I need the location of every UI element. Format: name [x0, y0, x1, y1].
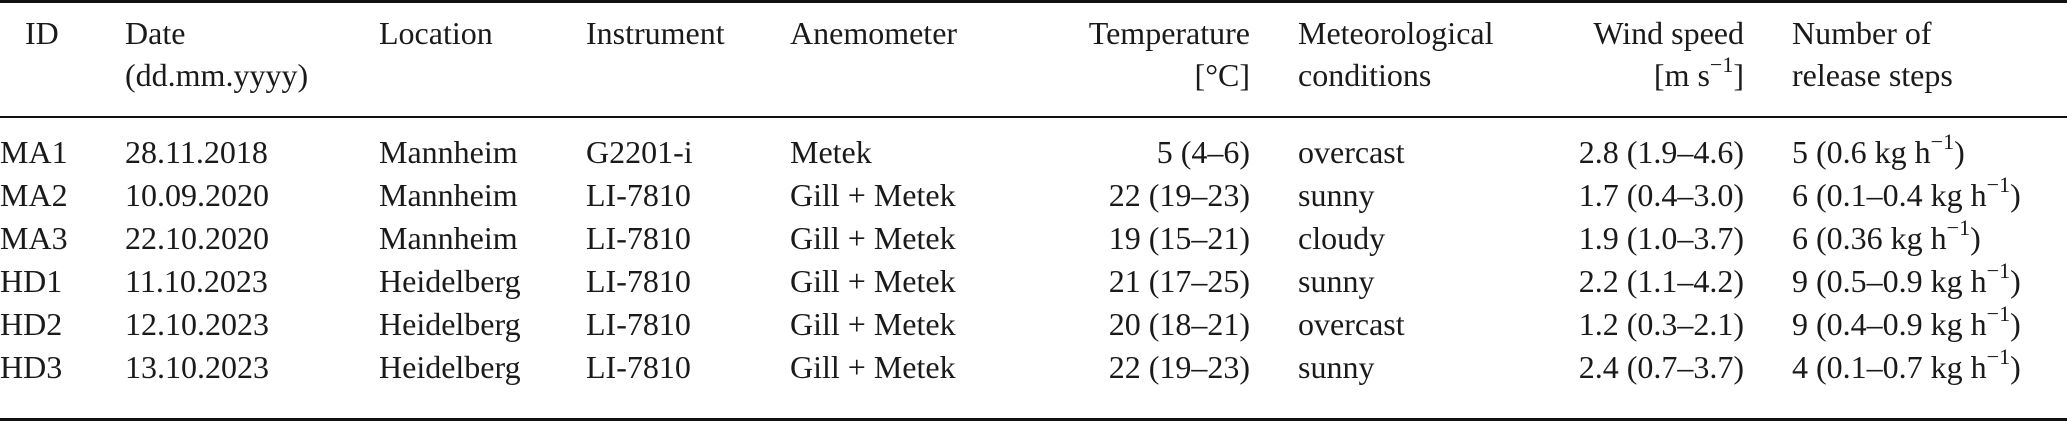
cell-location: Mannheim [379, 134, 518, 170]
col-header-temperature: Temperature [°C] [1088, 15, 1250, 93]
cell-date: 11.10.2023 [125, 263, 268, 299]
cell-instrument: LI-7810 [586, 349, 691, 385]
cell-instrument: LI-7810 [586, 306, 691, 342]
col-header-release-steps: Number of release steps [1792, 15, 1953, 93]
cell-wind-speed: 1.2 (0.3–2.1) [1578, 306, 1744, 342]
cell-anemometer: Gill + Metek [790, 220, 956, 256]
cell-date: 13.10.2023 [125, 349, 269, 385]
cell-conditions: sunny [1298, 263, 1375, 299]
cell-wind-speed: 2.8 (1.9–4.6) [1578, 134, 1744, 170]
cell-id: HD2 [0, 306, 63, 342]
cell-release-steps: 4 (0.1–0.7 kg h−1) [1792, 344, 2021, 386]
cell-gap [1250, 303, 1298, 346]
header-rule [0, 116, 2067, 118]
top-rule [0, 0, 2067, 3]
cell-location: Heidelberg [379, 263, 521, 299]
cell-date: 12.10.2023 [125, 306, 269, 342]
table-row: HD3 13.10.2023 Heidelberg LI-7810 Gill + Met… [0, 346, 2067, 389]
cell-temperature: 20 (18–21) [1108, 306, 1250, 342]
cell-wind-speed: 1.9 (1.0–3.7) [1578, 220, 1744, 256]
cell-gap [1250, 174, 1298, 217]
cell-conditions: overcast [1298, 306, 1405, 342]
cell-gap [1744, 260, 1792, 303]
cell-temperature: 22 (19–23) [1108, 349, 1250, 385]
cell-release-steps: 6 (0.36 kg h−1) [1792, 215, 1981, 257]
cell-wind-speed: 1.7 (0.4–3.0) [1578, 177, 1744, 213]
col-gap [1744, 0, 1792, 116]
cell-gap [1744, 217, 1792, 260]
cell-instrument: LI-7810 [586, 220, 691, 256]
col-header-anemometer: Anemometer [790, 15, 958, 51]
cell-date: 28.11.2018 [125, 134, 268, 170]
cell-gap [1250, 116, 1298, 174]
cell-temperature: 22 (19–23) [1108, 177, 1250, 213]
table-row: HD2 12.10.2023 Heidelberg LI-7810 Gill + Met… [0, 303, 2067, 346]
cell-conditions: sunny [1298, 349, 1375, 385]
cell-instrument: G2201-i [586, 134, 693, 170]
header-row: ID Date (dd.mm.yyyy) Location Instrument … [0, 0, 2067, 116]
cell-gap [1744, 116, 1792, 174]
col-header-id: ID [25, 15, 59, 51]
cell-location: Mannheim [379, 220, 518, 256]
cell-instrument: LI-7810 [586, 263, 691, 299]
cell-release-steps: 9 (0.4–0.9 kg h−1) [1792, 301, 2021, 343]
cell-date: 22.10.2020 [125, 220, 269, 256]
cell-location: Mannheim [379, 177, 518, 213]
bottom-rule [0, 418, 2067, 421]
cell-release-steps: 6 (0.1–0.4 kg h−1) [1792, 172, 2021, 214]
cell-anemometer: Gill + Metek [790, 177, 956, 213]
col-header-location: Location [379, 15, 493, 51]
cell-conditions: cloudy [1298, 220, 1386, 256]
cell-instrument: LI-7810 [586, 177, 691, 213]
cell-location: Heidelberg [379, 349, 521, 385]
table-row: MA1 28.11.2018 Mannheim G2201-i Metek 5 (4–6)… [0, 116, 2067, 174]
cell-anemometer: Gill + Metek [790, 263, 956, 299]
table-row: MA2 10.09.2020 Mannheim LI-7810 Gill + Metek… [0, 174, 2067, 217]
cell-release-steps: 9 (0.5–0.9 kg h−1) [1792, 258, 2021, 300]
cell-conditions: sunny [1298, 177, 1375, 213]
table-row: MA3 22.10.2020 Mannheim LI-7810 Gill + Metek… [0, 217, 2067, 260]
cell-id: MA3 [0, 220, 68, 256]
cell-gap [1250, 260, 1298, 303]
cell-id: HD3 [0, 349, 63, 385]
release-experiments-table: ID Date (dd.mm.yyyy) Location Instrument … [0, 0, 2067, 389]
col-gap [1250, 0, 1298, 116]
cell-date: 10.09.2020 [125, 177, 269, 213]
cell-temperature: 19 (15–21) [1108, 220, 1250, 256]
cell-location: Heidelberg [379, 306, 521, 342]
cell-gap [1250, 217, 1298, 260]
col-header-instrument: Instrument [586, 15, 725, 51]
cell-wind-speed: 2.4 (0.7–3.7) [1578, 349, 1744, 385]
col-header-wind-speed: Wind speed [m s−1] [1593, 15, 1744, 93]
cell-id: HD1 [0, 263, 63, 299]
cell-temperature: 5 (4–6) [1156, 134, 1250, 170]
cell-temperature: 21 (17–25) [1108, 263, 1250, 299]
col-header-date: Date (dd.mm.yyyy) [125, 15, 309, 93]
cell-gap [1744, 346, 1792, 389]
cell-gap [1744, 303, 1792, 346]
cell-wind-speed: 2.2 (1.1–4.2) [1578, 263, 1744, 299]
col-header-conditions: Meteorological conditions [1298, 15, 1494, 93]
cell-anemometer: Gill + Metek [790, 306, 956, 342]
cell-gap [1250, 346, 1298, 389]
cell-anemometer: Metek [790, 134, 872, 170]
table-header: ID Date (dd.mm.yyyy) Location Instrument … [0, 0, 2067, 116]
cell-anemometer: Gill + Metek [790, 349, 956, 385]
cell-id: MA2 [0, 177, 68, 213]
table-row: HD1 11.10.2023 Heidelberg LI-7810 Gill + Met… [0, 260, 2067, 303]
cell-id: MA1 [0, 134, 68, 170]
cell-release-steps: 5 (0.6 kg h−1) [1792, 129, 1965, 171]
cell-gap [1744, 174, 1792, 217]
table-body: MA1 28.11.2018 Mannheim G2201-i Metek 5 (4–6)… [0, 116, 2067, 389]
cell-conditions: overcast [1298, 134, 1405, 170]
